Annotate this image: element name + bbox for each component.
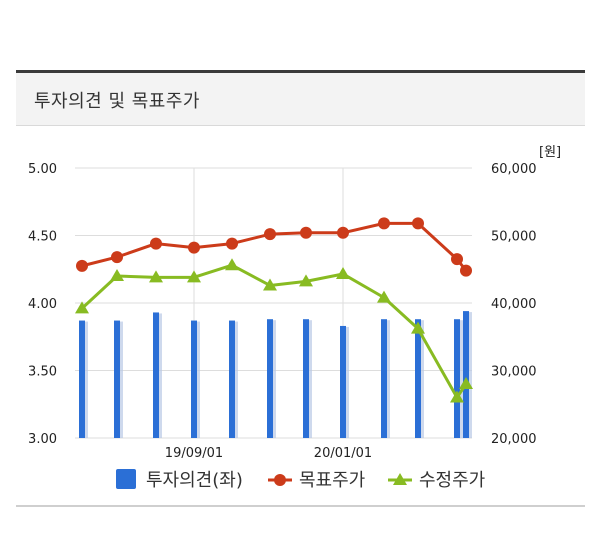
adjusted-point bbox=[110, 269, 124, 281]
adjusted-point bbox=[149, 270, 163, 283]
adjusted-line bbox=[80, 263, 468, 399]
adjusted-point bbox=[75, 301, 89, 314]
opinion-target-price-panel: 투자의견 및 목표주가 bbox=[16, 70, 585, 507]
right-axis-tick: 40,000 bbox=[491, 297, 537, 312]
adjusted-point bbox=[336, 266, 350, 279]
legend-swatch-target-dot bbox=[274, 474, 286, 486]
opinion-bar bbox=[229, 320, 235, 438]
left-axis-tick: 4.00 bbox=[28, 297, 57, 312]
bottom-rule bbox=[16, 505, 585, 507]
legend-swatch-adjusted-tri bbox=[393, 473, 407, 485]
target-point bbox=[111, 251, 123, 264]
left-axis-tick: 3.50 bbox=[28, 365, 57, 380]
adjusted-point bbox=[263, 278, 277, 291]
target-point bbox=[412, 217, 424, 230]
opinion-bar bbox=[267, 319, 273, 438]
opinion-bar bbox=[153, 312, 159, 438]
target-point bbox=[300, 226, 312, 239]
legend-label-target: 목표주가 bbox=[299, 470, 365, 491]
right-axis-tick: 30,000 bbox=[491, 365, 537, 380]
left-axis-tick: 5.00 bbox=[28, 162, 57, 177]
right-axis-tick: 60,000 bbox=[491, 162, 537, 177]
x-axis-tick: 19/09/01 bbox=[165, 446, 223, 461]
opinion-bar bbox=[191, 320, 197, 438]
opinion-bar bbox=[303, 319, 309, 438]
legend: 투자의견(좌) 목표주가 수정주가 bbox=[116, 469, 485, 491]
target-point bbox=[76, 259, 88, 272]
opinion-bar bbox=[114, 320, 120, 438]
right-axis-tick: 50,000 bbox=[491, 230, 537, 245]
panel-title: 투자의견 및 목표주가 bbox=[34, 91, 200, 112]
adjusted-point bbox=[377, 290, 391, 303]
adjusted-point bbox=[299, 274, 313, 287]
target-point bbox=[451, 253, 463, 266]
adjusted-point bbox=[450, 390, 464, 403]
unit-label: [원] bbox=[539, 145, 561, 160]
opinion-bar bbox=[340, 325, 346, 438]
x-axis-tick: 20/01/01 bbox=[314, 446, 372, 461]
opinion-bars bbox=[79, 311, 472, 438]
adjusted-point bbox=[187, 270, 201, 283]
opinion-bar bbox=[454, 319, 460, 438]
adjusted-point bbox=[459, 377, 473, 389]
target-point bbox=[460, 264, 472, 277]
legend-label-opinion: 투자의견(좌) bbox=[146, 470, 243, 491]
target-point bbox=[337, 226, 349, 239]
top-rule bbox=[16, 70, 585, 73]
left-axis-tick: 4.50 bbox=[28, 230, 57, 245]
target-point bbox=[188, 241, 200, 254]
panel-header: 투자의견 및 목표주가 bbox=[16, 73, 585, 126]
opinion-bar bbox=[463, 311, 469, 438]
legend-label-adjusted: 수정주가 bbox=[419, 470, 485, 491]
target-point bbox=[150, 237, 162, 250]
right-axis-tick: 20,000 bbox=[491, 432, 537, 447]
adjusted-point bbox=[225, 258, 239, 271]
target-point bbox=[226, 237, 238, 250]
target-line bbox=[81, 221, 468, 272]
price-lines bbox=[75, 217, 473, 403]
opinion-bar bbox=[415, 319, 421, 438]
target-point bbox=[378, 217, 390, 230]
target-point bbox=[264, 228, 276, 241]
opinion-bar bbox=[381, 319, 387, 438]
legend-swatch-opinion bbox=[116, 469, 136, 489]
left-axis-tick: 3.00 bbox=[28, 432, 57, 447]
axes: 5.00 4.50 4.00 3.50 3.00 60,000 50,000 40,000 30… bbox=[28, 145, 561, 461]
opinion-bar bbox=[79, 320, 85, 438]
adjusted-point bbox=[411, 321, 425, 334]
